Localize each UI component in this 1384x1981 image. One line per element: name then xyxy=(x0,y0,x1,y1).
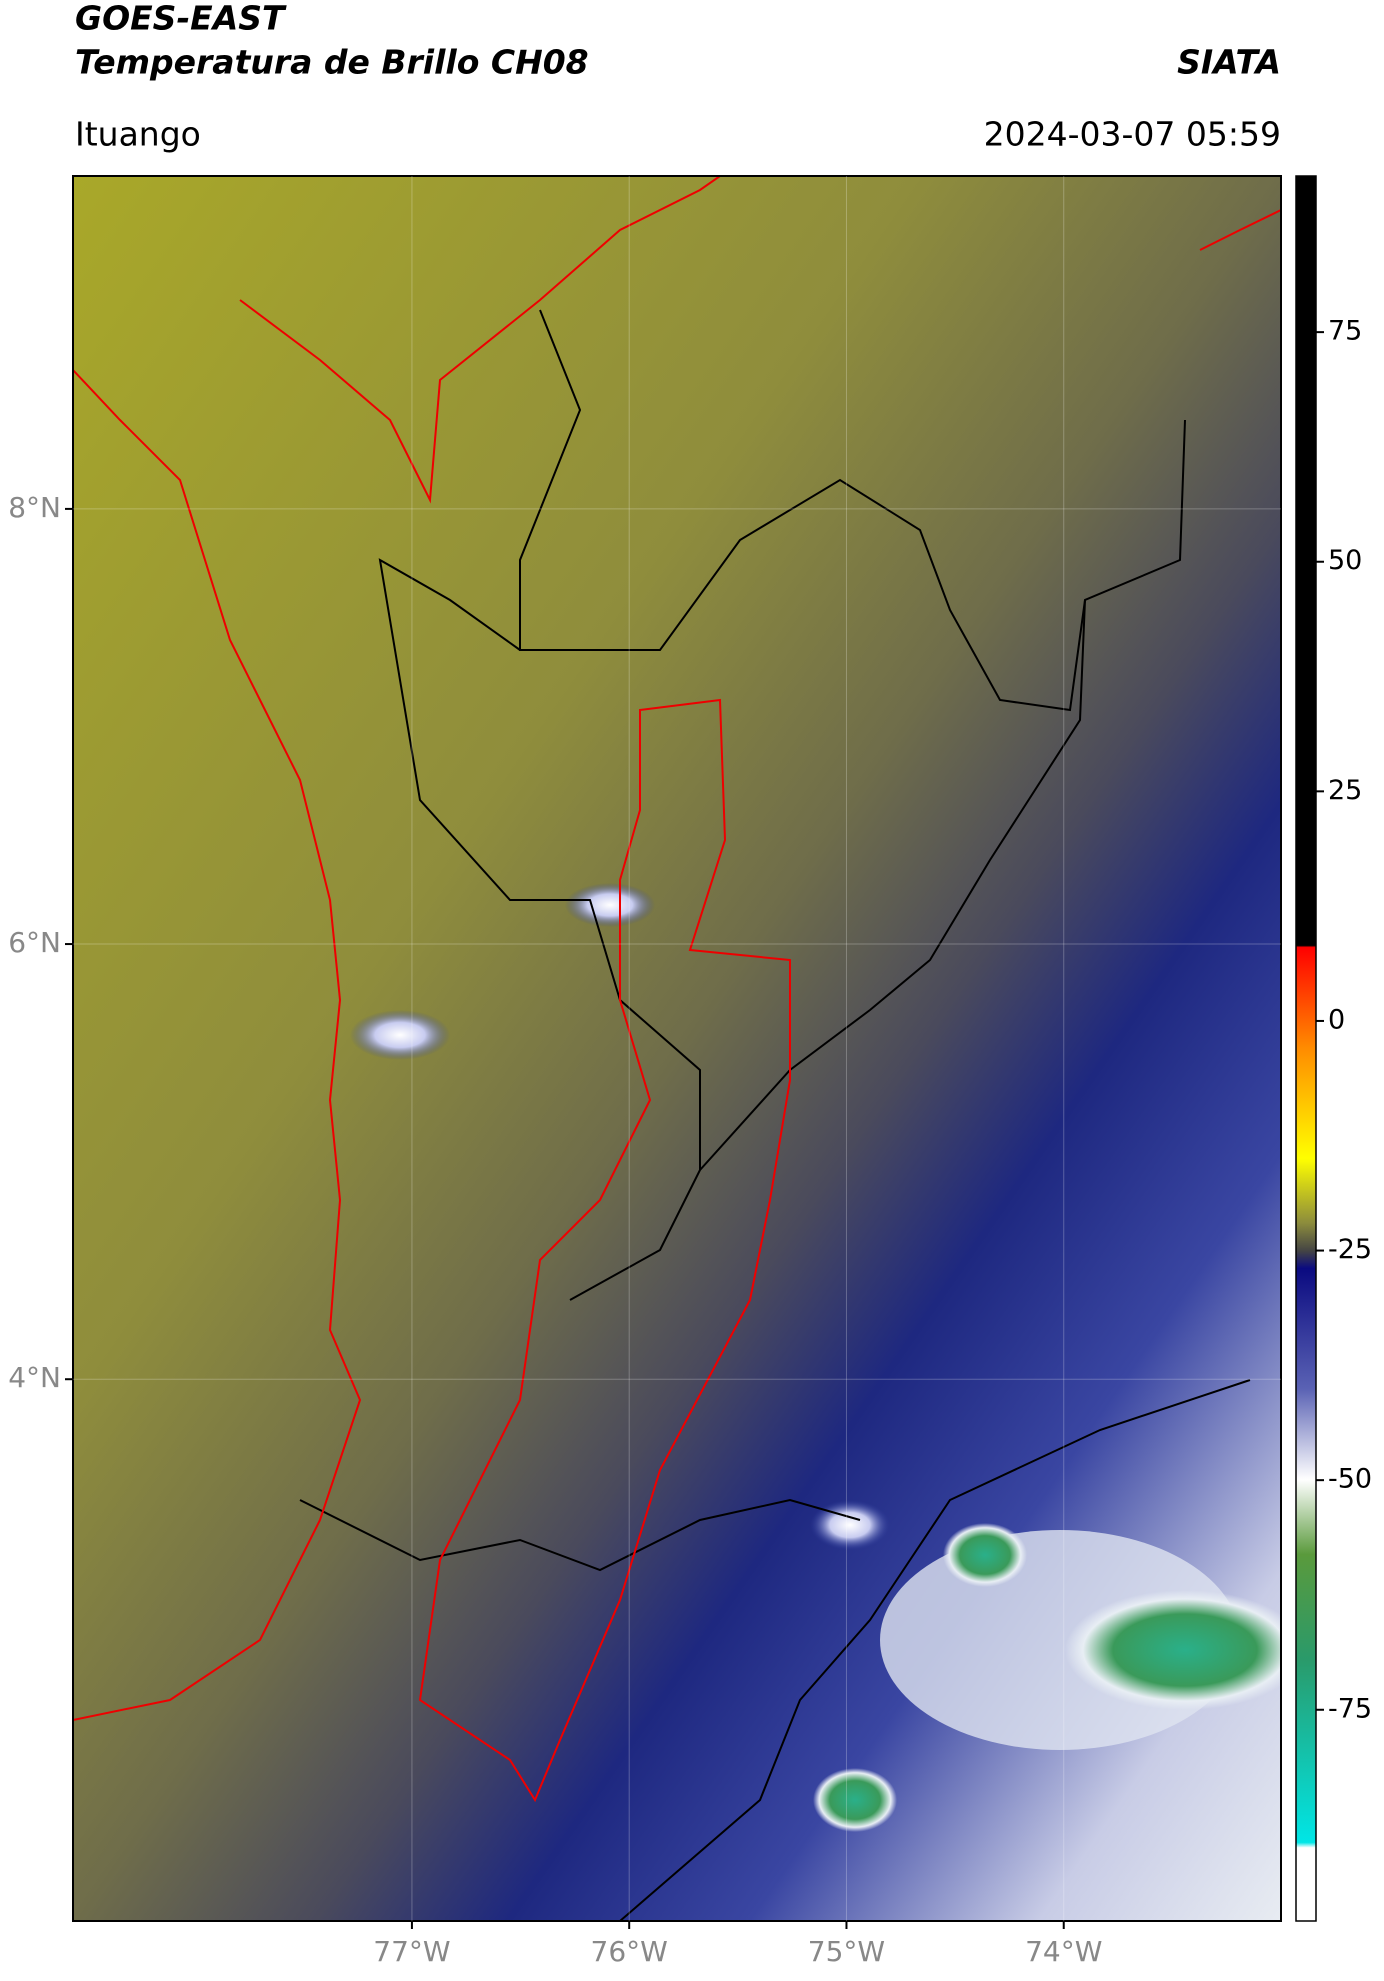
map-frame xyxy=(72,175,1282,1922)
map-image xyxy=(73,176,1281,1921)
title: GOES-EAST xyxy=(75,0,287,38)
subtitle: Temperatura de Brillo CH08 xyxy=(75,43,589,82)
colorbar-tick-label: 25 xyxy=(1328,775,1362,806)
colorbar xyxy=(1295,175,1317,1922)
lon-tick-label: 74°W xyxy=(1025,1935,1102,1968)
lon-tick-label: 77°W xyxy=(373,1935,450,1968)
lon-tick-label: 75°W xyxy=(808,1935,885,1968)
colorbar-tick-label: 50 xyxy=(1328,545,1362,576)
colorbar-tick-label: -75 xyxy=(1328,1693,1372,1724)
colorbar-tick-label: -50 xyxy=(1328,1464,1372,1495)
lat-tick-label: 8°N xyxy=(8,491,61,524)
lat-tick-label: 6°N xyxy=(8,926,61,959)
lat-tick-label: 4°N xyxy=(8,1361,61,1394)
colorbar-tick-label: 75 xyxy=(1328,316,1362,347)
colorbar-tick-label: -25 xyxy=(1328,1234,1372,1265)
location: Ituango xyxy=(75,115,201,154)
lon-tick-label: 76°W xyxy=(591,1935,668,1968)
source: SIATA xyxy=(1177,43,1281,82)
colorbar-tick-label: 0 xyxy=(1328,1004,1345,1035)
datetime: 2024-03-07 05:59 xyxy=(984,115,1281,154)
